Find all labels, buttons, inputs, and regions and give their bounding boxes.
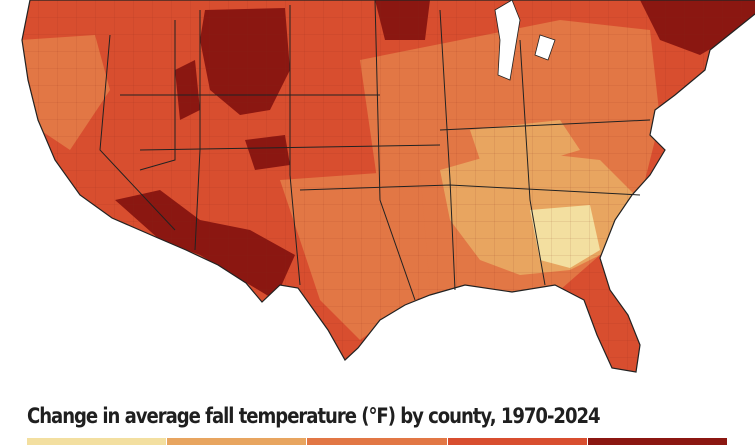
border-south-line <box>299 184 641 196</box>
border-mississippi <box>439 9 456 291</box>
county-fills <box>22 0 755 372</box>
border-nv-ut <box>139 20 176 171</box>
legend-swatch-1 <box>27 438 168 445</box>
border-co-ks <box>289 5 301 286</box>
us-county-map-svg <box>21 0 755 373</box>
legend-swatch-4 <box>447 438 588 445</box>
border-plains <box>374 0 416 301</box>
legend-swatch-3 <box>307 438 448 445</box>
border-ut-co <box>194 10 201 251</box>
us-county-map <box>21 0 755 373</box>
border-al-ga <box>519 39 546 286</box>
border-ohio-river <box>439 119 651 131</box>
legend-swatch-5 <box>587 438 728 445</box>
state-borders <box>99 0 651 301</box>
border-nv-ca <box>99 34 176 231</box>
legend-swatch-2 <box>167 438 308 445</box>
legend-bar <box>27 438 728 445</box>
lake-huron <box>534 34 556 61</box>
lake-michigan <box>494 0 521 81</box>
border-middle-line <box>139 144 441 151</box>
map-title: Change in average fall temperature (°F) … <box>27 404 601 428</box>
county-boundaries <box>22 0 755 372</box>
